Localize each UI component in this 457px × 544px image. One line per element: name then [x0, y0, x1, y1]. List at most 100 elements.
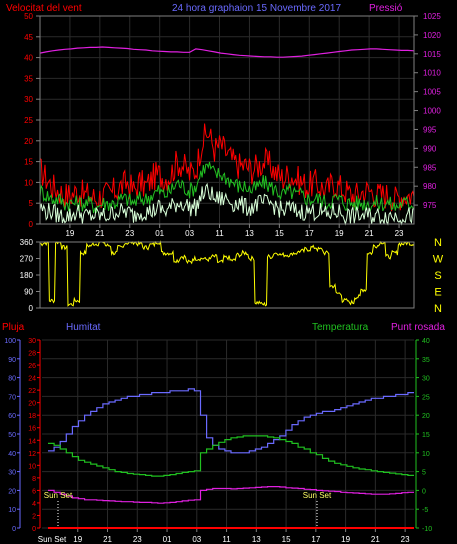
rain-y-tick-label: 10 [28, 463, 36, 470]
wind-y-axis-ticks: 0 5 10 15 20 25 30 35 40 45 50 [24, 12, 40, 229]
pressure-label: Pressió [369, 3, 403, 14]
temperature-y-tick-label: 0 [422, 488, 426, 495]
humidity-y-tick-label: 30 [8, 470, 16, 477]
humidity-x-tick-label: 21 [371, 535, 380, 544]
sunset-annotations: Sun Set Sun Set [44, 491, 332, 528]
rain-y-tick-label: 16 [28, 426, 36, 433]
temperature-y-tick-label: 5 [422, 470, 426, 477]
temperature-y-tick-label: 40 [422, 338, 430, 345]
rain-y-tick-label: 24 [28, 376, 36, 383]
pressure-y-tick-label: 1000 [423, 107, 441, 116]
wind-x-tick-label: 17 [305, 229, 314, 238]
wind-x-tick-label: 01 [155, 229, 164, 238]
direction-y-tick-label: 270 [20, 255, 34, 264]
rain-y-tick-label: 12 [28, 451, 36, 458]
temperature-y-tick-label: 25 [422, 394, 430, 401]
wind-average-line [39, 161, 415, 214]
temperature-y-tick-label: 10 [422, 451, 430, 458]
wind-x-tick-label: 19 [65, 229, 74, 238]
direction-plot-frame [39, 241, 415, 309]
wind-x-tick-label: 21 [95, 229, 104, 238]
humidity-series [48, 388, 414, 529]
direction-y-tick-label: 90 [24, 288, 33, 297]
wind-y-tick-label: 25 [24, 116, 33, 125]
pressure-y-tick-label: 990 [423, 144, 437, 153]
wind-y-tick-label: 15 [24, 158, 33, 167]
wind-x-tick-label: 21 [365, 229, 374, 238]
humidity-x-tick-label: 19 [73, 535, 82, 544]
temperature-y-tick-label: -5 [422, 507, 428, 514]
humidity-x-tick-label: 23 [133, 535, 142, 544]
pressure-y-axis-ticks: 975 980 985 990 995 1000 1005 1010 1015 1020 1025 [414, 12, 441, 210]
wind-x-tick-label: 23 [395, 229, 404, 238]
pressure-y-tick-label: 1015 [423, 50, 441, 59]
wind-plot-frame [39, 15, 415, 225]
humidity-y-tick-label: 0 [12, 526, 16, 533]
humidity-x-axis-ticks: Sun Set 19 21 23 01 03 11 13 15 17 19 21 23 [38, 528, 410, 544]
wind-x-tick-label: 13 [245, 229, 254, 238]
humidity-x-tick-label: 17 [311, 535, 320, 544]
compass-label: N [434, 303, 442, 315]
temperature-y-tick-label: -10 [422, 526, 432, 533]
temperature-y-tick-label: 20 [422, 413, 430, 420]
wind-x-tick-label: 19 [335, 229, 344, 238]
humidity-y-tick-label: 90 [8, 357, 16, 364]
humidity-y-tick-label: 50 [8, 432, 16, 439]
compass-label: N [434, 237, 442, 249]
series-line-temperatura [48, 435, 414, 477]
wind-minimum-line [39, 182, 415, 226]
humidity-y-axis-ticks: 0 10 20 30 40 50 60 70 80 90 100 [4, 338, 20, 533]
chart-title: 24 hora graphaion 15 Novembre 2017 [172, 3, 341, 14]
wind-speed-label: Velocitat del vent [6, 3, 82, 14]
temperature-label: Temperatura [312, 322, 369, 333]
humidity-x-tick-label: 11 [222, 535, 231, 544]
pressure-y-tick-label: 975 [423, 201, 437, 210]
wind-pressure-panel: Velocitat del vent 24 hora graphaion 15 … [6, 3, 441, 238]
rain-y-tick-label: 30 [28, 338, 36, 345]
pressure-y-tick-label: 1020 [423, 31, 441, 40]
wind-x-tick-label: 15 [275, 229, 284, 238]
humidity-x-tick-label: 15 [282, 535, 291, 544]
direction-y-tick-label: 180 [20, 271, 34, 280]
series-line-punt-rosada [48, 486, 414, 504]
wind-y-tick-label: 20 [24, 137, 33, 146]
humidity-y-tick-label: 60 [8, 413, 16, 420]
humidity-y-tick-label: 100 [4, 338, 16, 345]
rain-y-tick-label: 22 [28, 388, 36, 395]
direction-y-tick-label: 0 [29, 304, 34, 313]
humidity-y-tick-label: 40 [8, 451, 16, 458]
humidity-x-tick-label: 23 [401, 535, 410, 544]
rain-y-tick-label: 14 [28, 438, 36, 445]
wind-y-tick-label: 40 [24, 54, 33, 63]
humidity-x-tick-label: 13 [252, 535, 261, 544]
wind-x-tick-label: 11 [215, 229, 224, 238]
compass-label: S [434, 270, 441, 282]
humidity-label: Humitat [66, 322, 101, 333]
wind-x-tick-label: 23 [125, 229, 134, 238]
compass-label: W [433, 254, 444, 266]
rain-y-tick-label: 8 [32, 476, 36, 483]
rain-y-tick-label: 0 [32, 526, 36, 533]
pressure-y-tick-label: 1010 [423, 69, 441, 78]
wind-y-tick-label: 35 [24, 74, 33, 83]
sunset-label: Sun Set [303, 491, 332, 500]
humidity-x-tick-label: 19 [341, 535, 350, 544]
pressure-y-tick-label: 1005 [423, 88, 441, 97]
humidity-temperature-panel: Pluja Humitat Temperatura Punt rosada 01… [2, 322, 445, 544]
rain-y-tick-label: 18 [28, 413, 36, 420]
rain-y-tick-label: 4 [32, 501, 36, 508]
rain-y-tick-label: 26 [28, 363, 36, 370]
humidity-y-tick-label: 80 [8, 376, 16, 383]
direction-y-axis-ticks: 0 90 180 270 360 [20, 238, 40, 313]
temperature-y-tick-label: 35 [422, 357, 430, 364]
wind-y-tick-label: 5 [29, 199, 34, 208]
sunset-label: Sun Set [44, 491, 73, 500]
pressure-y-tick-label: 980 [423, 182, 437, 191]
wind-y-tick-label: 45 [24, 33, 33, 42]
humidity-y-tick-label: 10 [8, 507, 16, 514]
humidity-x-tick-label: Sun Set [38, 535, 67, 544]
